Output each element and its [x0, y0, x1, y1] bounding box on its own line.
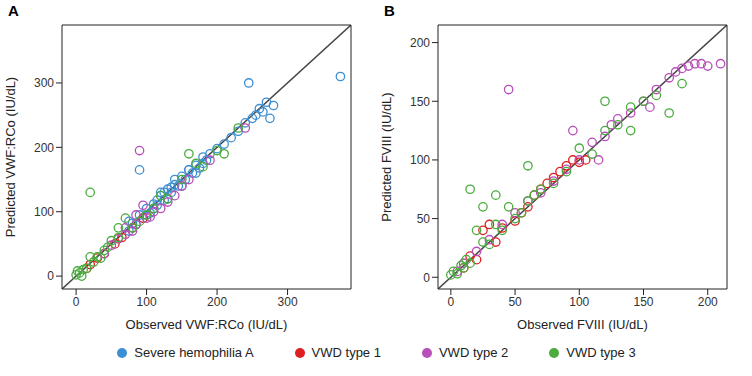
html-text:B: B [384, 2, 395, 19]
svg-text:100: 100 [569, 295, 589, 309]
html-text:VWD type 1: VWD type 1 [311, 345, 381, 360]
svg-text:0: 0 [73, 295, 80, 309]
svg-text:100: 100 [410, 153, 430, 167]
svg-text:200: 200 [207, 295, 227, 309]
svg-text:0: 0 [448, 295, 455, 309]
html-text:Severe hemophilia A: Severe hemophilia A [134, 345, 254, 360]
svg-text:Predicted FVIII (IU/dL): Predicted FVIII (IU/dL) [379, 92, 394, 221]
svg-text:200: 200 [410, 36, 430, 50]
svg-text:0: 0 [423, 271, 430, 285]
svg-text:100: 100 [34, 205, 54, 219]
svg-text:100: 100 [137, 295, 157, 309]
svg-text:200: 200 [698, 295, 718, 309]
svg-text:150: 150 [410, 95, 430, 109]
svg-text:Observed VWF:RCo (IU/dL): Observed VWF:RCo (IU/dL) [126, 317, 288, 332]
svg-text:50: 50 [417, 212, 431, 226]
svg-text:50: 50 [508, 295, 522, 309]
html-text:VWD type 3: VWD type 3 [566, 345, 636, 360]
svg-text:0: 0 [47, 269, 54, 283]
svg-text:300: 300 [34, 76, 54, 90]
svg-text:Predicted VWF:RCo (IU/dL): Predicted VWF:RCo (IU/dL) [8, 77, 18, 237]
svg-text:300: 300 [278, 295, 298, 309]
html-text:A: A [8, 2, 19, 19]
html-text:VWD type 2: VWD type 2 [438, 345, 509, 360]
svg-text:Observed FVIII (IU/dL): Observed FVIII (IU/dL) [517, 317, 648, 332]
svg-text:200: 200 [34, 141, 54, 155]
svg-text:150: 150 [633, 295, 653, 309]
